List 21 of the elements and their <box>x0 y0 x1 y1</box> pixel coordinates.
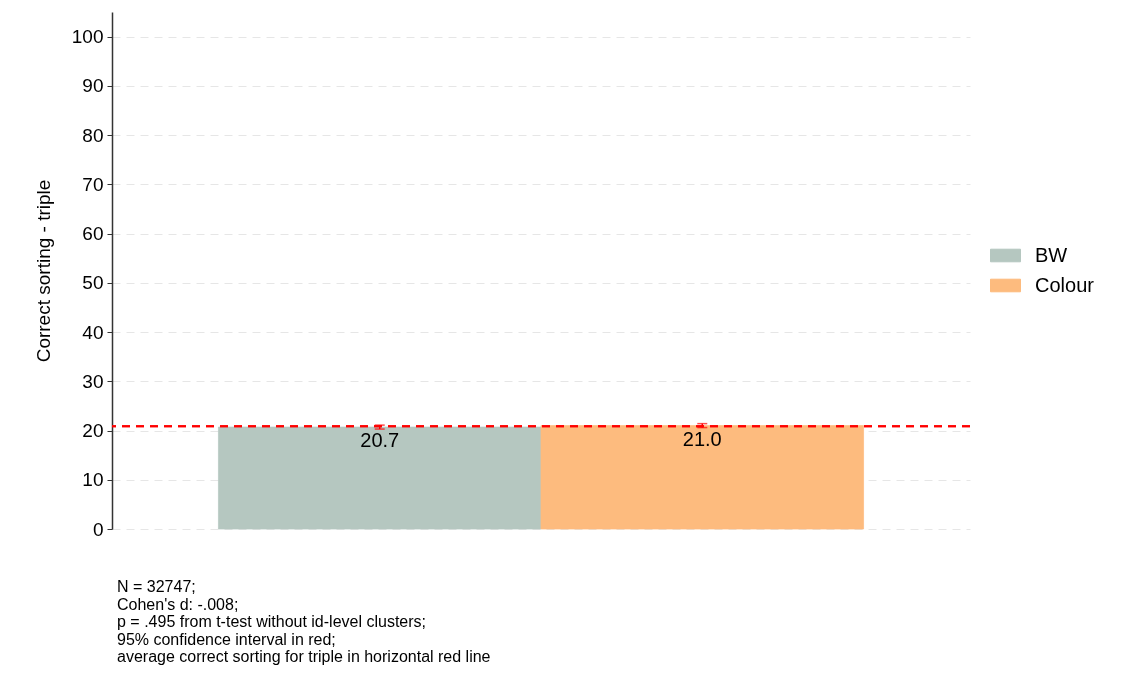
y-tick-label: 50 <box>82 272 104 294</box>
legend-label: Colour <box>1035 273 1095 296</box>
text: N = 32747; <box>117 578 197 596</box>
y-tick-label: 90 <box>82 75 104 97</box>
y-tick-label: 60 <box>82 223 104 245</box>
y-axis-title: Correct sorting - triple <box>32 179 54 363</box>
text: average correct sorting for triple in horizontal red line <box>117 648 491 666</box>
y-tick-label: 30 <box>82 370 104 392</box>
data-label: 21.0 <box>682 427 722 450</box>
legend-label: BW <box>1035 243 1068 266</box>
y-tick-label: 80 <box>82 124 104 146</box>
y-tick-label: 70 <box>82 173 104 195</box>
data-label: 20.7 <box>360 429 400 452</box>
text: Cohen's d: -.008; <box>117 595 240 613</box>
y-tick-label: 20 <box>82 420 104 442</box>
y-tick-label: 10 <box>82 469 104 491</box>
text: 95% confidence interval in red; <box>117 630 337 648</box>
y-tick-label: 40 <box>82 321 104 343</box>
y-tick-label: 100 <box>71 26 104 48</box>
y-tick-label: 0 <box>92 518 104 540</box>
text: p = .495 from t-test without id-level clusters; <box>117 613 427 631</box>
